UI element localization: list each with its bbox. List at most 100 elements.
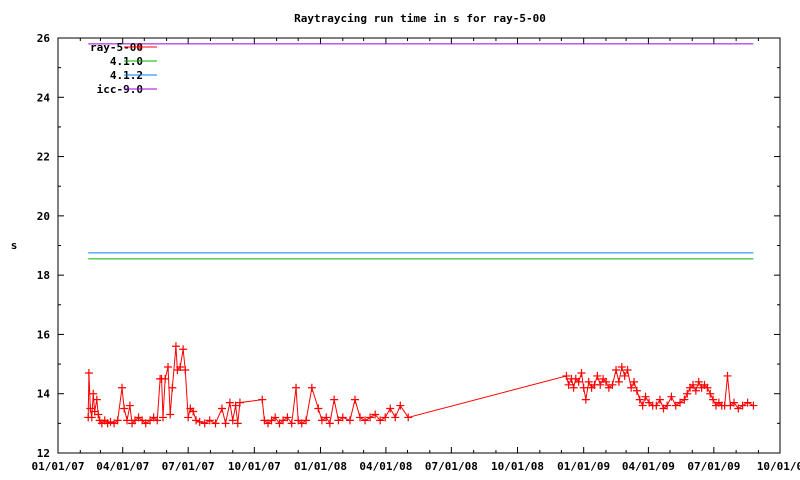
- data-point: [317, 416, 326, 425]
- plot-border: [57, 37, 781, 454]
- data-point: [577, 368, 586, 377]
- data-point: [579, 383, 588, 392]
- y-tick-label: 16: [37, 328, 51, 341]
- data-point: [729, 398, 738, 407]
- data-point: [176, 363, 185, 372]
- data-point: [153, 416, 162, 425]
- data-point: [562, 371, 571, 380]
- data-point: [141, 419, 150, 428]
- data-point: [179, 345, 188, 354]
- y-tick-label: 24: [37, 91, 51, 104]
- data-point: [171, 342, 180, 351]
- data-point: [593, 371, 602, 380]
- data-point: [297, 419, 306, 428]
- data-point: [569, 383, 578, 392]
- data-point: [345, 416, 354, 425]
- data-point: [86, 404, 95, 413]
- data-point: [581, 395, 590, 404]
- data-point: [366, 413, 375, 422]
- data-point: [283, 413, 292, 422]
- data-point: [655, 395, 664, 404]
- y-tick-label: 14: [37, 388, 51, 401]
- data-point: [734, 404, 743, 413]
- data-point: [601, 377, 610, 386]
- data-point: [620, 371, 629, 380]
- data-point: [189, 407, 198, 416]
- data-point: [181, 366, 190, 374]
- data-point: [663, 401, 672, 410]
- x-tick-label: 04/01/09: [622, 460, 675, 473]
- data-point: [211, 419, 220, 428]
- x-tick-label: 01/01/07: [32, 460, 85, 473]
- x-tick-label: 07/01/07: [162, 460, 215, 473]
- x-tick-label: 07/01/08: [425, 460, 478, 473]
- data-point: [584, 377, 593, 386]
- data-point: [371, 410, 380, 419]
- data-point: [330, 395, 339, 404]
- chart-title: Raytraycing run time in s for ray-5-00: [294, 12, 546, 25]
- x-tick-label: 04/01/07: [96, 460, 149, 473]
- data-point: [630, 377, 639, 386]
- x-tick-label: 07/01/09: [687, 460, 740, 473]
- data-point: [168, 383, 177, 392]
- data-point: [703, 383, 712, 392]
- data-point: [89, 389, 98, 398]
- data-point: [361, 416, 370, 425]
- data-point: [564, 380, 573, 389]
- data-point: [652, 401, 661, 410]
- data-point: [217, 404, 226, 413]
- data-point: [691, 386, 700, 395]
- data-point: [235, 398, 244, 407]
- data-point: [231, 401, 240, 410]
- data-point: [233, 419, 242, 428]
- data-point: [302, 416, 311, 425]
- legend-label: icc-9.0: [97, 83, 143, 96]
- data-point: [205, 416, 214, 425]
- data-point: [356, 413, 365, 422]
- data-point: [271, 413, 280, 422]
- data-point: [258, 395, 267, 404]
- data-point: [314, 404, 323, 413]
- data-point: [709, 395, 718, 404]
- data-point: [386, 404, 395, 413]
- data-point: [106, 417, 115, 426]
- data-point: [635, 395, 644, 404]
- x-tick-label: 01/01/09: [557, 460, 610, 473]
- data-point: [676, 398, 685, 407]
- y-tick-label: 18: [37, 269, 50, 282]
- data-point: [623, 366, 632, 374]
- data-point: [638, 401, 647, 410]
- data-point: [125, 401, 134, 410]
- x-tick-label: 10/01/0: [757, 460, 800, 473]
- data-point: [118, 383, 127, 392]
- data-point: [123, 416, 132, 425]
- data-point: [350, 395, 359, 404]
- data-point: [627, 383, 636, 392]
- data-point: [694, 377, 703, 386]
- data-point: [322, 413, 331, 422]
- data-point: [84, 368, 93, 377]
- data-point: [221, 419, 230, 428]
- data-point: [738, 401, 747, 410]
- data-point: [574, 377, 583, 386]
- data-point: [113, 416, 122, 425]
- data-point: [614, 377, 623, 386]
- data-point: [87, 413, 96, 422]
- data-point: [164, 363, 173, 372]
- data-point: [94, 410, 103, 419]
- data-point: [688, 380, 697, 389]
- data-point: [287, 419, 296, 428]
- data-point: [325, 419, 334, 428]
- data-point: [228, 416, 237, 425]
- data-point: [338, 413, 347, 422]
- data-point: [680, 395, 689, 404]
- x-tick-label: 10/01/07: [228, 460, 281, 473]
- data-point: [743, 398, 752, 407]
- y-tick-label: 22: [37, 151, 50, 164]
- data-point: [184, 413, 193, 422]
- data-point: [706, 389, 715, 398]
- data-point: [404, 413, 413, 422]
- x-tick-label: 01/01/08: [294, 460, 347, 473]
- data-point: [192, 416, 201, 425]
